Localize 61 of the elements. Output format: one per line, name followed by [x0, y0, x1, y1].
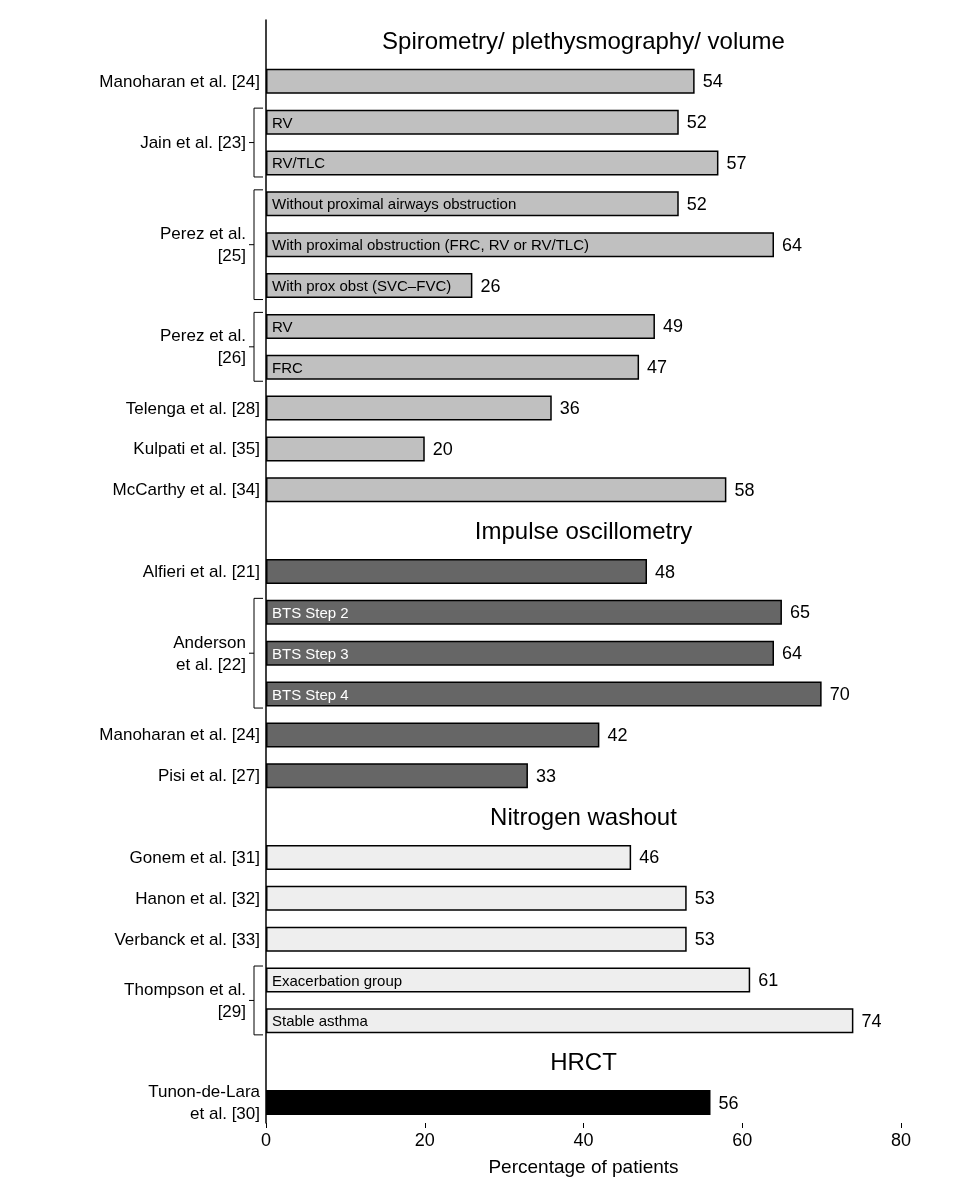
x-tick-label: 40 [573, 1130, 594, 1150]
y-tick-label: FRC [272, 358, 303, 376]
data-label: 49 [662, 316, 683, 337]
y-tick-label: Stable asthma [272, 1012, 369, 1030]
y-tick-label: RV [272, 113, 293, 131]
data-label: 58 [734, 479, 755, 500]
legend-label: Perez et al. [26] [160, 326, 246, 368]
data-label: 53 [694, 929, 715, 950]
annotation: Impulse oscillometry [474, 517, 693, 545]
annotation: HRCT [550, 1048, 618, 1076]
data-label: 48 [655, 561, 676, 582]
data-label: 74 [861, 1010, 882, 1031]
y-tick-label: Without proximal airways obstruction [272, 195, 517, 213]
series-label: Kulpati et al. [35] [133, 439, 260, 459]
legend-label: Anderson et al. [22] [173, 632, 246, 674]
series-label: Pisi et al. [27] [157, 766, 260, 786]
data-label: 52 [686, 193, 707, 214]
annotation: Nitrogen washout [490, 803, 678, 831]
y-tick-label: With prox obst (SVC–FVC) [272, 277, 452, 295]
series-label: Alfieri et al. [21] [142, 562, 260, 581]
y-tick-label: BTS Step 2 [272, 603, 349, 621]
x-tick-label: 20 [414, 1130, 435, 1150]
legend-label: Perez et al. [25] [160, 224, 246, 266]
data-label: 36 [559, 398, 580, 419]
data-label: 33 [535, 765, 556, 786]
y-tick-label: BTS Step 3 [272, 644, 349, 662]
x-tick-label: 80 [890, 1130, 912, 1150]
data-label: 61 [758, 970, 779, 991]
data-label: 52 [686, 112, 707, 133]
data-label: 70 [829, 684, 850, 705]
data-label: 46 [639, 847, 660, 868]
data-label: 56 [718, 1092, 739, 1113]
y-tick-label: RV [272, 317, 293, 335]
series-label: Gonem et al. [31] [129, 847, 260, 867]
x-tick-label: 60 [732, 1130, 753, 1150]
data-label: 53 [694, 888, 715, 909]
data-label: 65 [789, 602, 810, 623]
data-label: 42 [607, 724, 628, 745]
series-label: Telenga et al. [28] [125, 398, 260, 418]
data-label: 47 [647, 357, 668, 378]
legend-label: Jain et al. [23] [140, 133, 246, 153]
data-label: 20 [432, 438, 453, 459]
series-label: Tunon-de-Lara et al. [30] [148, 1082, 261, 1124]
series-label: Manoharan et al. [24] [99, 71, 260, 91]
data-label: 57 [726, 152, 747, 173]
data-label: 64 [782, 234, 803, 255]
data-label: 64 [782, 643, 803, 664]
x-tick-label: 0 [260, 1130, 272, 1150]
y-tick-label: Exacerbation group [272, 971, 403, 989]
series-label: Manoharan et al. [24] [99, 725, 260, 745]
series-label: Hanon et al. [32] [135, 888, 260, 908]
y-tick-label: BTS Step 4 [272, 685, 349, 703]
x-axis-title: Percentage of patients [488, 1156, 679, 1177]
data-label: 54 [702, 71, 723, 92]
series-label: McCarthy et al. [34] [112, 480, 260, 500]
annotation: Spirometry/ plethysmography/ volume [382, 26, 785, 54]
y-tick-label: With proximal obstruction (FRC, RV or RV/TLC) [272, 236, 590, 254]
legend-label: Thompson et al. [29] [124, 979, 246, 1021]
y-tick-label: RV/TLC [272, 154, 326, 172]
data-label: 26 [480, 275, 501, 296]
series-label: Verbanck et al. [33] [114, 929, 260, 949]
